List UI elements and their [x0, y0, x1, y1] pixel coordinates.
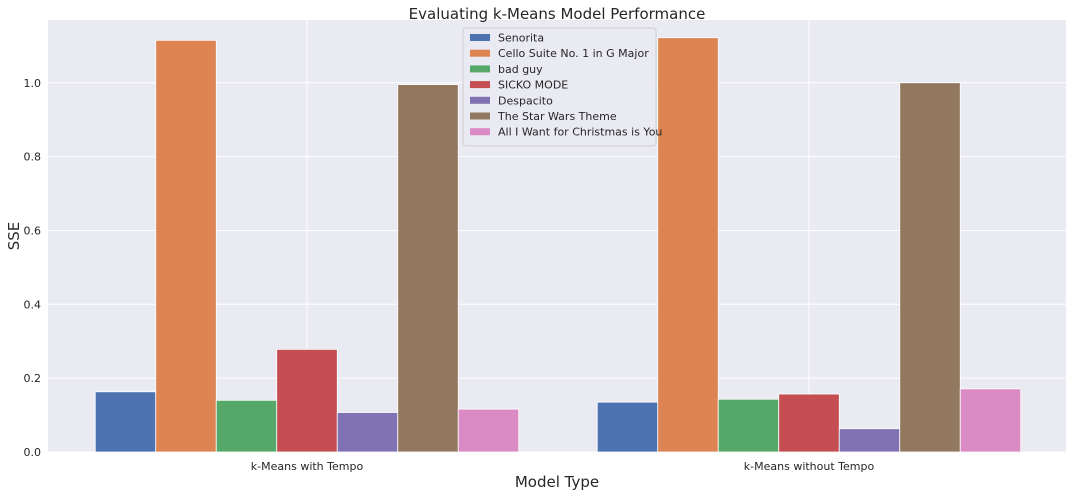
y-tick-label: 1.0	[24, 77, 42, 90]
legend-entry: SICKO MODE	[498, 79, 568, 92]
legend-entry: The Star Wars Theme	[497, 110, 617, 123]
bar-cello-suite-no-1-in-g-major	[657, 37, 719, 453]
legend: Senorita Cello Suite No. 1 in G Major bad …	[462, 27, 662, 147]
legend-frame	[462, 27, 657, 147]
x-axis-title: Model Type	[515, 473, 599, 491]
bar-despacito	[336, 412, 399, 453]
y-tick-label: 0.2	[24, 372, 42, 385]
bar-senorita	[94, 391, 157, 453]
y-tick-label: 0.8	[24, 151, 42, 164]
y-tick-labels: 0.0 0.2 0.4 0.6 0.8 1.0	[24, 77, 42, 459]
x-tick-labels: k-Means with Tempo k-Means without Tempo	[251, 460, 875, 473]
bar-bad-guy	[215, 399, 278, 453]
legend-swatch	[470, 65, 490, 73]
legend-swatch	[470, 81, 490, 89]
legend-swatch	[470, 96, 490, 104]
legend-swatch	[470, 112, 490, 120]
y-axis-title: SSE	[5, 222, 23, 251]
y-tick-label: 0.4	[24, 298, 42, 311]
x-tick-label: k-Means with Tempo	[251, 460, 364, 473]
bar-senorita	[596, 401, 659, 453]
bar-sicko-mode	[276, 348, 338, 453]
legend-entry: Despacito	[498, 94, 553, 107]
bar-despacito	[838, 428, 901, 453]
bar-bad-guy	[717, 398, 780, 453]
legend-entry: All I Want for Christmas is You	[498, 126, 662, 139]
bar-the-star-wars-theme	[899, 82, 961, 453]
y-tick-label: 0.6	[24, 224, 42, 237]
legend-entry: Senorita	[498, 32, 544, 45]
legend-entry: Cello Suite No. 1 in G Major	[498, 47, 649, 60]
bar-the-star-wars-theme	[397, 84, 459, 453]
chart-title: Evaluating k-Means Model Performance	[409, 5, 706, 23]
bar-cello-suite-no-1-in-g-major	[155, 39, 217, 453]
legend-swatch	[470, 34, 490, 41]
bar-all-i-want-for-christmas-is-you	[959, 388, 1022, 453]
legend-swatch	[470, 128, 490, 136]
bar-all-i-want-for-christmas-is-you	[457, 408, 520, 453]
legend-swatch	[470, 49, 490, 57]
bar-sicko-mode	[778, 393, 840, 453]
x-tick-label: k-Means without Tempo	[744, 460, 875, 473]
y-tick-label: 0.0	[24, 446, 42, 459]
legend-entry: bad guy	[498, 63, 543, 76]
bars	[94, 37, 1022, 453]
